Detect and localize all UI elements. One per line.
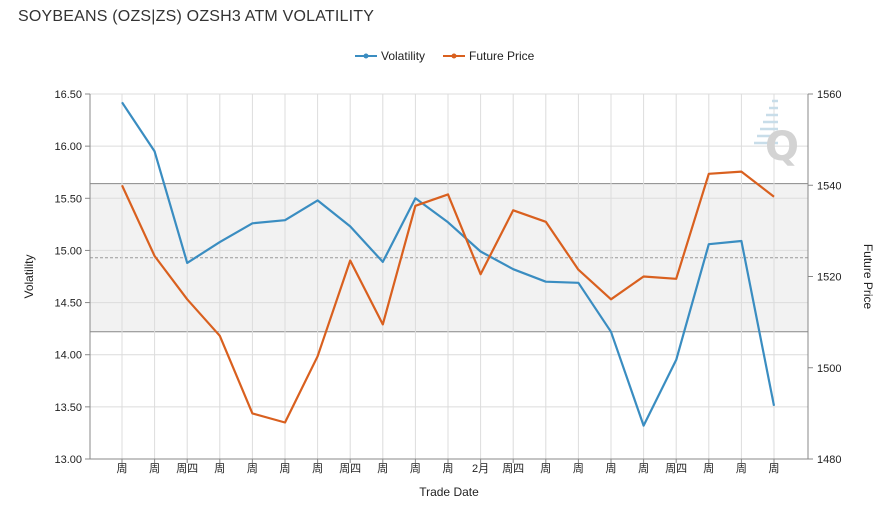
x-tick-label: 周: [247, 462, 258, 475]
y2-tick-label: 1540: [817, 180, 841, 192]
watermark-q-glyph: Q: [765, 124, 799, 170]
y2-tick-label: 1520: [817, 272, 841, 284]
x-tick-label: 周四: [665, 462, 687, 475]
legend-label: Future Price: [469, 49, 535, 63]
x-tick-label: 周: [377, 462, 388, 475]
x-tick-label: 周四: [339, 462, 361, 475]
y-tick-label: 13.50: [54, 402, 82, 414]
legend-marker: [451, 53, 457, 59]
x-tick-label: 周: [410, 462, 421, 475]
y-tick-label: 15.50: [54, 193, 82, 205]
series-line-future-price: [121, 170, 775, 424]
x-tick-label: 周: [573, 462, 584, 475]
x-tick-label: 周: [149, 462, 160, 475]
y-tick-label: 16.00: [54, 141, 82, 153]
chart-title: SOYBEANS (OZS|ZS) OZSH3 ATM VOLATILITY: [18, 8, 375, 25]
x-tick-label: 周: [312, 462, 323, 475]
y-tick-label: 16.50: [54, 89, 82, 101]
x-tick-label: 周: [769, 462, 780, 475]
legend-marker: [363, 53, 369, 59]
x-tick-label: 周: [443, 462, 454, 475]
x-tick-label: 周四: [502, 462, 524, 475]
y2-tick-label: 1500: [817, 363, 841, 375]
watermark-logo: Q: [754, 99, 799, 170]
x-tick-label: 周: [280, 462, 291, 475]
x-tick-label: 周四: [176, 462, 198, 475]
x-tick-label: 周: [736, 462, 747, 475]
y2-tick-label: 1480: [817, 454, 841, 466]
series-line-volatility: [121, 101, 776, 427]
x-tick-label: 周: [703, 462, 714, 475]
std-band: [90, 183, 808, 332]
x-tick-label: 周: [117, 462, 128, 475]
y2-axis-title: Future Price: [861, 244, 875, 310]
y-tick-label: 14.50: [54, 298, 82, 310]
legend-label: Volatility: [381, 49, 425, 63]
y-tick-label: 13.00: [54, 454, 82, 466]
x-tick-label: 2月: [472, 463, 489, 475]
x-tick-label: 周: [214, 462, 225, 475]
x-axis-title: Trade Date: [419, 485, 479, 499]
y-axis-title: Volatility: [22, 254, 36, 298]
x-tick-label: 周: [638, 462, 649, 475]
y-tick-label: 15.00: [54, 245, 82, 257]
y2-tick-label: 1560: [817, 89, 841, 101]
x-tick-label: 周: [540, 462, 551, 475]
y-tick-label: 14.00: [54, 350, 82, 362]
x-tick-label: 周: [606, 462, 617, 475]
